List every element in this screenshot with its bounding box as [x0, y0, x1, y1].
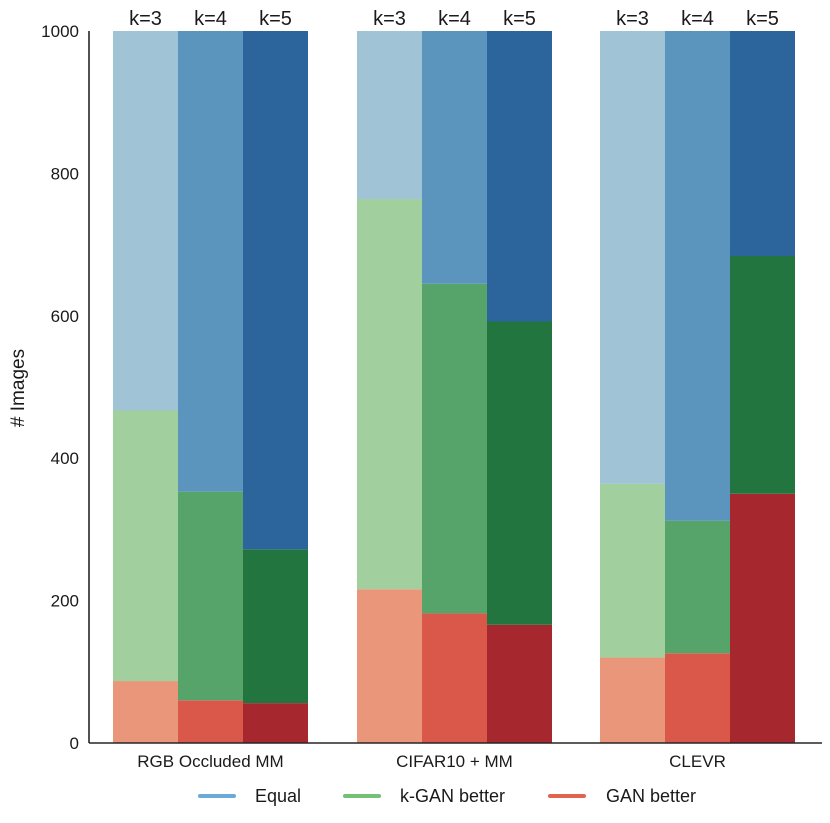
bar-segment-k-gan-better-3-k3 [600, 483, 665, 658]
bar-segment-gan-better-1-k3 [113, 681, 178, 743]
bar-segment-k-gan-better-1-k4 [178, 491, 243, 701]
legend-label: GAN better [606, 786, 696, 806]
bar-segment-gan-better-1-k4 [178, 700, 243, 743]
bar-segment-k-gan-better-2-k5 [487, 321, 552, 625]
x-tick-label: RGB Occluded MM [137, 752, 283, 771]
y-tick-label: 1000 [41, 22, 79, 41]
y-tick-label: 400 [51, 449, 79, 468]
bar-label-k4: k=4 [681, 8, 714, 30]
y-tick-label: 0 [70, 734, 79, 753]
bar-label-k4: k=4 [194, 8, 227, 30]
bar-label-k4: k=4 [438, 8, 471, 30]
bar-segment-k-gan-better-2-k4 [422, 283, 487, 614]
bar-segment-gan-better-2-k4 [422, 613, 487, 743]
bar-segment-gan-better-3-k3 [600, 657, 665, 743]
bar-segment-gan-better-3-k5 [730, 493, 795, 743]
bar-segment-equal-2-k3 [357, 31, 422, 200]
bar-segment-equal-2-k4 [422, 31, 487, 284]
bar-label-k3: k=3 [616, 8, 649, 30]
x-tick-label: CLEVR [669, 752, 726, 771]
y-tick-label: 800 [51, 164, 79, 183]
bar-segment-k-gan-better-3-k5 [730, 255, 795, 494]
bar-segment-equal-1-k3 [113, 31, 178, 411]
bar-segment-k-gan-better-3-k4 [665, 520, 730, 654]
legend-label: Equal [255, 786, 301, 806]
bar-segment-k-gan-better-1-k5 [243, 549, 308, 704]
bar-segment-gan-better-1-k5 [243, 703, 308, 743]
bar-segment-equal-1-k5 [243, 31, 308, 550]
bar-segment-gan-better-2-k5 [487, 624, 552, 743]
bar-segment-equal-2-k5 [487, 31, 552, 322]
bar-segment-k-gan-better-1-k3 [113, 410, 178, 682]
bar-label-k5: k=5 [259, 8, 292, 30]
bar-segment-equal-3-k5 [730, 31, 795, 256]
legend-label: k-GAN better [400, 786, 505, 806]
bar-label-k3: k=3 [373, 8, 406, 30]
bar-segment-gan-better-2-k3 [357, 589, 422, 743]
bar-segment-gan-better-3-k4 [665, 653, 730, 743]
bar-segment-equal-3-k4 [665, 31, 730, 521]
bar-segment-equal-1-k4 [178, 31, 243, 492]
y-axis-title: # Images [8, 349, 29, 427]
bar-segment-equal-3-k3 [600, 31, 665, 484]
bar-label-k5: k=5 [746, 8, 779, 30]
x-tick-label: CIFAR10 + MM [396, 752, 513, 771]
bar-label-k3: k=3 [129, 8, 162, 30]
y-tick-label: 600 [51, 307, 79, 326]
bar-segment-k-gan-better-2-k3 [357, 199, 422, 590]
y-tick-label: 200 [51, 592, 79, 611]
bar-label-k5: k=5 [503, 8, 536, 30]
